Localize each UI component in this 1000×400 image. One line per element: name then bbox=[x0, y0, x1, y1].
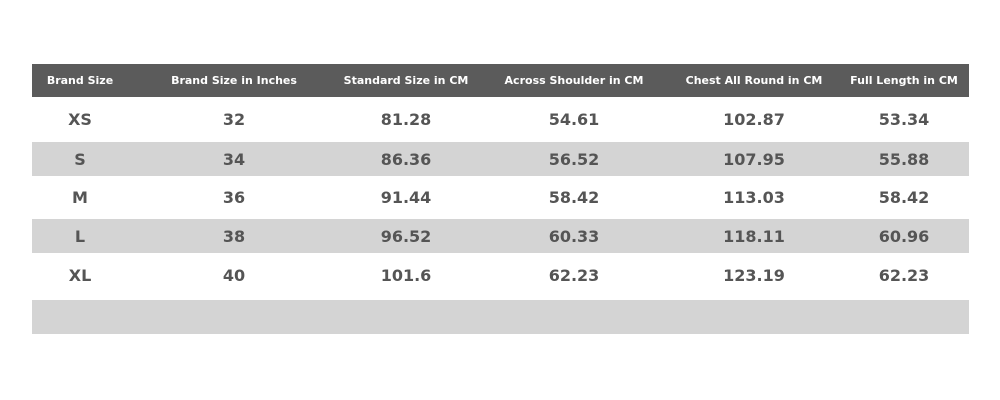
table-cell: 113.03 bbox=[723, 188, 785, 207]
table-cell: 91.44 bbox=[380, 188, 432, 207]
header-row: Brand Size Brand Size in Inches Standard S… bbox=[32, 64, 969, 97]
table-cell: 96.52 bbox=[380, 226, 432, 246]
column-header: Across Shoulder in CM bbox=[504, 74, 644, 87]
table-cell: 62.23 bbox=[548, 266, 600, 285]
table-cell: 56.52 bbox=[548, 149, 600, 169]
table-cell: 102.87 bbox=[723, 110, 785, 129]
table-cell: 118.11 bbox=[723, 226, 785, 246]
column-header: Brand Size in Inches bbox=[171, 74, 297, 87]
table-cell: 58.42 bbox=[878, 188, 930, 207]
column-header: Brand Size bbox=[46, 74, 114, 87]
table-cell: 58.42 bbox=[548, 188, 600, 207]
empty-row bbox=[32, 300, 969, 334]
table-cell: 54.61 bbox=[548, 110, 600, 129]
table-cell: S bbox=[74, 149, 86, 169]
table-cell: XS bbox=[68, 110, 92, 129]
table-cell: 101.6 bbox=[380, 266, 432, 285]
table-cell: 81.28 bbox=[380, 110, 432, 129]
table-cell: 107.95 bbox=[723, 149, 785, 169]
table-row: S 34 86.36 56.52 107.95 55.88 bbox=[32, 142, 969, 176]
column-header: Chest All Round in CM bbox=[685, 74, 823, 87]
table-cell: 86.36 bbox=[380, 149, 432, 169]
table-cell: 62.23 bbox=[878, 266, 930, 285]
table-cell: 40 bbox=[222, 266, 246, 285]
table-cell: 32 bbox=[222, 110, 246, 129]
table-row: XL 40 101.6 62.23 123.19 62.23 bbox=[32, 253, 969, 298]
table-cell: 55.88 bbox=[878, 149, 930, 169]
table-row: L 38 96.52 60.33 118.11 60.96 bbox=[32, 219, 969, 253]
table-row: M 36 91.44 58.42 113.03 58.42 bbox=[32, 176, 969, 219]
table-cell: 60.33 bbox=[548, 226, 600, 246]
table-cell: 60.96 bbox=[878, 226, 930, 246]
table-cell: 123.19 bbox=[723, 266, 785, 285]
table-cell: 36 bbox=[222, 188, 246, 207]
table-cell: L bbox=[74, 226, 86, 246]
column-header: Standard Size in CM bbox=[343, 74, 469, 87]
column-header: Full Length in CM bbox=[850, 74, 958, 87]
table-cell: M bbox=[72, 188, 88, 207]
table-cell: 38 bbox=[222, 226, 246, 246]
table-cell: XL bbox=[68, 266, 92, 285]
table-cell: 34 bbox=[222, 149, 246, 169]
table-cell: 53.34 bbox=[878, 110, 930, 129]
table-row: XS 32 81.28 54.61 102.87 53.34 bbox=[32, 97, 969, 142]
